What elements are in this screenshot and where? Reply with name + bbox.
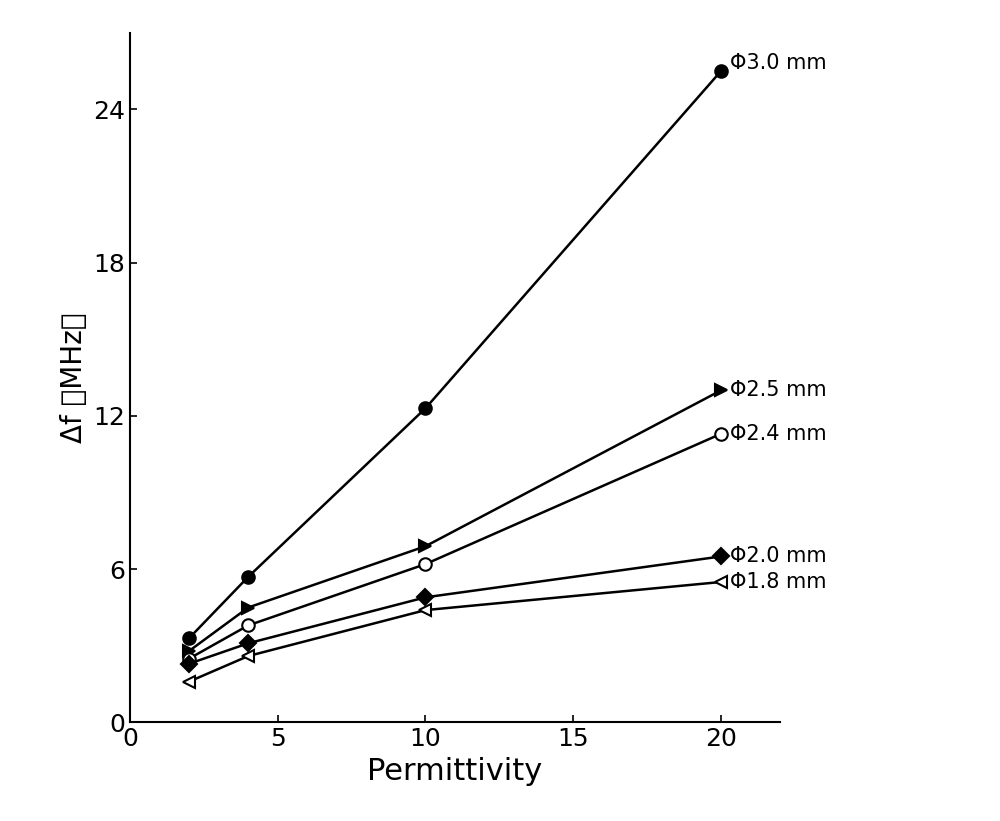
- Text: Φ2.4 mm: Φ2.4 mm: [730, 424, 826, 444]
- Y-axis label: Δf （MHz）: Δf （MHz）: [60, 313, 88, 443]
- Text: Φ2.5 mm: Φ2.5 mm: [730, 380, 826, 401]
- Text: Φ1.8 mm: Φ1.8 mm: [730, 572, 826, 592]
- Text: Φ2.0 mm: Φ2.0 mm: [730, 547, 826, 566]
- X-axis label: Permittivity: Permittivity: [367, 757, 543, 786]
- Text: Φ3.0 mm: Φ3.0 mm: [730, 53, 826, 74]
